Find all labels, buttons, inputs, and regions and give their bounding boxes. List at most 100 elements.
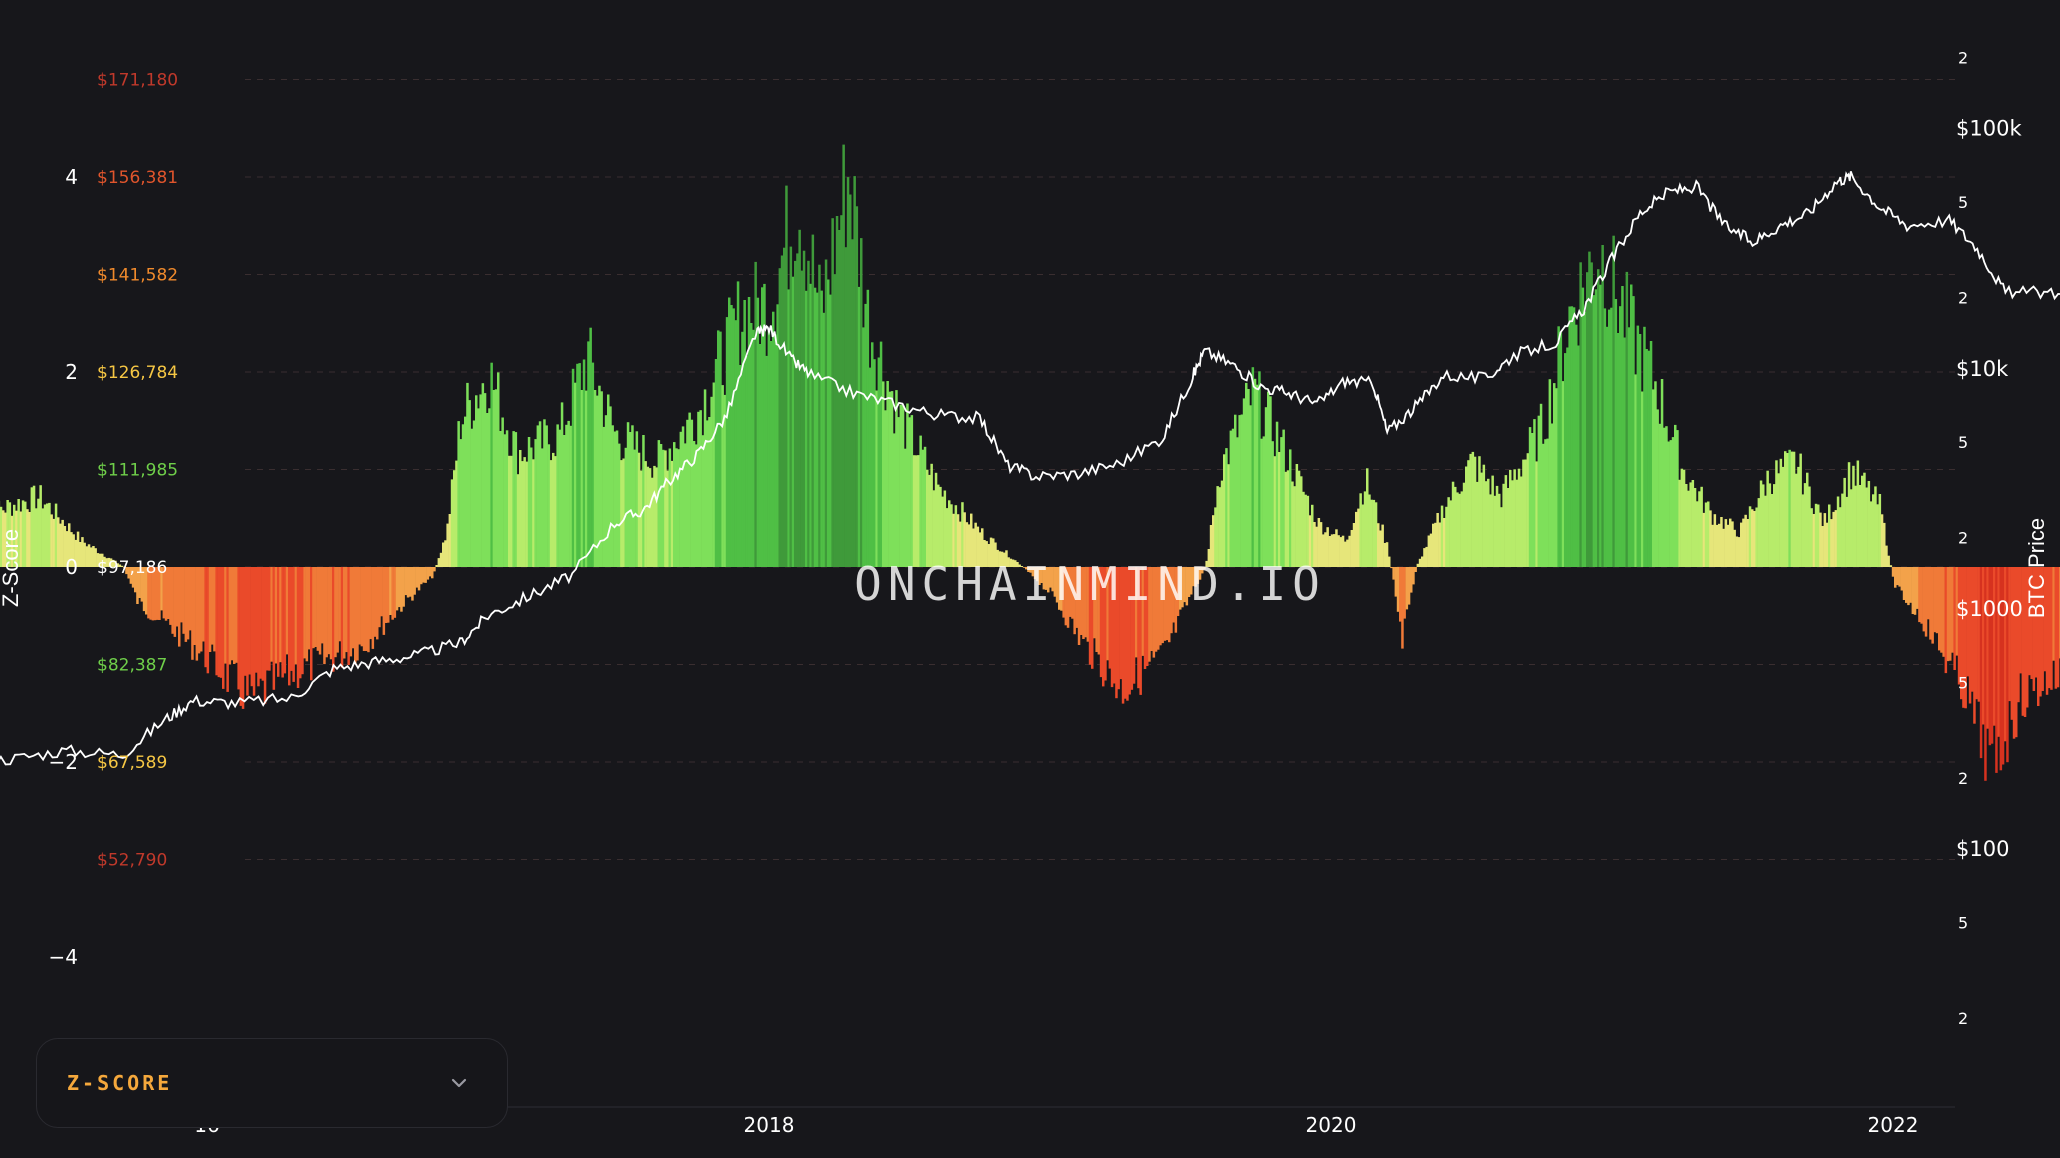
zscore-bar-829 xyxy=(1806,472,1809,567)
zscore-bar-747 xyxy=(1625,271,1629,567)
zscore-bar-70 xyxy=(136,567,139,604)
zscore-bar-476 xyxy=(1029,567,1032,573)
zscore-bar-341 xyxy=(732,308,735,567)
zscore-bar-52 xyxy=(96,553,100,567)
zscore-bar-575 xyxy=(1247,389,1250,567)
zscore-bar-458 xyxy=(989,537,993,567)
zscore-bar-255 xyxy=(543,419,546,567)
zscore-bar-293 xyxy=(626,422,630,567)
right-price-tick-3: 2 xyxy=(1958,289,1968,308)
zscore-bar-59 xyxy=(112,559,115,567)
zscore-bar-504 xyxy=(1091,567,1094,669)
zscore-bar-149 xyxy=(310,567,313,681)
zscore-bar-181 xyxy=(380,567,383,617)
zscore-bar-97 xyxy=(195,567,199,661)
zscore-dropdown[interactable]: Z-SCORE xyxy=(36,1038,508,1128)
zscore-bar-108 xyxy=(219,567,223,678)
zscore-bar-765 xyxy=(1665,426,1668,567)
zscore-bar-410 xyxy=(884,410,887,567)
zscore-bar-868 xyxy=(1891,567,1895,577)
zscore-bar-325 xyxy=(697,411,700,567)
zscore-bar-805 xyxy=(1753,511,1756,567)
zscore-bar-565 xyxy=(1225,448,1228,567)
zscore-bar-746 xyxy=(1623,337,1626,567)
zscore-bar-585 xyxy=(1269,396,1272,567)
zscore-bar-611 xyxy=(1326,527,1329,567)
zscore-bar-412 xyxy=(888,391,892,567)
zscore-bar-820 xyxy=(1786,453,1789,567)
zscore-bar-905 xyxy=(1973,567,1976,724)
zscore-bar-902 xyxy=(1966,567,1970,677)
zscore-bar-660 xyxy=(1434,522,1437,567)
zscore-bar-729 xyxy=(1586,272,1589,567)
zscore-bar-296 xyxy=(633,449,636,567)
zscore-bar-926 xyxy=(2019,567,2022,674)
zscore-bar-131 xyxy=(270,567,273,662)
zscore-bar-684 xyxy=(1487,478,1490,567)
zscore-bar-789 xyxy=(1718,523,1721,567)
zscore-bar-881 xyxy=(1920,567,1923,624)
zscore-bar-329 xyxy=(706,420,709,567)
price-level-1: $156,381 xyxy=(97,168,178,188)
zscore-bar-207 xyxy=(437,558,441,567)
zscore-bar-92 xyxy=(184,567,188,642)
zscore-bar-196 xyxy=(413,567,416,595)
zscore-bar-235 xyxy=(499,431,502,567)
zscore-bar-776 xyxy=(1689,482,1692,567)
zscore-bar-766 xyxy=(1667,441,1670,567)
zscore-bar-375 xyxy=(807,260,810,567)
zscore-bar-672 xyxy=(1460,491,1464,567)
zscore-bar-116 xyxy=(237,567,240,690)
zscore-bar-607 xyxy=(1317,518,1321,567)
zscore-bar-843 xyxy=(1836,496,1840,567)
zscore-bar-109 xyxy=(222,567,225,689)
zscore-bar-423 xyxy=(912,455,916,567)
zscore-bar-377 xyxy=(811,234,815,567)
zscore-bar-87 xyxy=(173,567,177,637)
zscore-bar-857 xyxy=(1867,481,1871,567)
zscore-bar-44 xyxy=(79,542,82,567)
zscore-bar-762 xyxy=(1658,423,1662,567)
zscore-bar-353 xyxy=(758,344,762,567)
zscore-bar-784 xyxy=(1707,501,1710,567)
zscore-bar-94 xyxy=(189,567,192,631)
zscore-bar-839 xyxy=(1828,504,1831,567)
zscore-bar-541 xyxy=(1172,567,1175,623)
zscore-bar-685 xyxy=(1489,494,1492,567)
zscore-bar-863 xyxy=(1880,514,1884,567)
zscore-bar-751 xyxy=(1634,374,1637,567)
zscore-bar-822 xyxy=(1790,451,1794,567)
zscore-bar-657 xyxy=(1427,535,1431,567)
zscore-bar-322 xyxy=(690,419,694,567)
zscore-bar-652 xyxy=(1416,563,1420,567)
zscore-bar-675 xyxy=(1467,460,1470,567)
zscore-bar-323 xyxy=(692,441,696,567)
zscore-bar-384 xyxy=(827,279,830,567)
zscore-bar-722 xyxy=(1570,306,1574,567)
zscore-bar-310 xyxy=(664,450,667,567)
zscore-bar-520 xyxy=(1126,567,1129,701)
zscore-bar-665 xyxy=(1445,506,1448,567)
zscore-bar-248 xyxy=(527,437,531,567)
zscore-bar-216 xyxy=(457,421,460,567)
zscore-bar-688 xyxy=(1495,485,1499,567)
zscore-bar-208 xyxy=(439,552,443,567)
zscore-bar-130 xyxy=(268,567,271,671)
zscore-bar-199 xyxy=(420,567,423,585)
zscore-bar-49 xyxy=(90,547,93,567)
zscore-bar-891 xyxy=(1942,567,1945,657)
zscore-bar-842 xyxy=(1834,510,1838,567)
zscore-bar-779 xyxy=(1696,501,1699,567)
zscore-bar-65 xyxy=(125,567,128,575)
zscore-bar-312 xyxy=(668,448,672,567)
zscore-bar-771 xyxy=(1678,479,1681,567)
zscore-bar-176 xyxy=(369,567,372,640)
zscore-bar-489 xyxy=(1058,567,1061,610)
zscore-bar-846 xyxy=(1843,477,1846,567)
zscore-bar-425 xyxy=(917,455,920,567)
zscore-bar-345 xyxy=(741,331,744,567)
zscore-bar-916 xyxy=(1997,567,2000,737)
zscore-bar-36 xyxy=(61,519,64,567)
zscore-bar-620 xyxy=(1346,539,1349,567)
zscore-bar-557 xyxy=(1207,549,1211,567)
